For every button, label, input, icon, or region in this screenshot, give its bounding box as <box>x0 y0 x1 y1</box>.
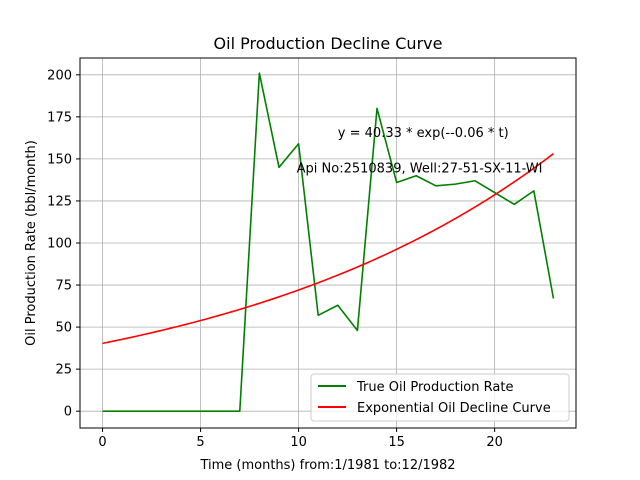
y-tick-label: 0 <box>64 405 72 420</box>
x-axis-label: Time (months) from:1/1981 to:12/1982 <box>199 458 455 473</box>
legend: True Oil Production Rate Exponential Oil… <box>310 373 570 422</box>
grid <box>80 58 576 428</box>
equation-annotation: y = 40.33 * exp(--0.06 * t) <box>338 126 509 141</box>
y-tick-label: 25 <box>55 363 72 378</box>
y-tick-label: 175 <box>47 110 72 125</box>
y-axis-label: Oil Production Rate (bbl/month) <box>24 140 39 346</box>
chart-title: Oil Production Decline Curve <box>214 34 443 53</box>
series-layer <box>102 72 555 412</box>
x-tick-label: 20 <box>486 435 503 450</box>
legend-label-exponential: Exponential Oil Decline Curve <box>357 401 551 416</box>
y-tick-label: 200 <box>47 68 72 83</box>
legend-label-true-rate: True Oil Production Rate <box>356 380 513 395</box>
x-tick-label: 0 <box>98 435 106 450</box>
y-tick-label: 75 <box>55 279 72 294</box>
y-tick-label: 125 <box>47 194 72 209</box>
x-tick-label: 10 <box>290 435 307 450</box>
x-tick-label: 15 <box>388 435 405 450</box>
y-tick-label: 50 <box>55 321 72 336</box>
y-tick-label: 150 <box>47 152 72 167</box>
series-true-oil-production-rate <box>102 72 555 412</box>
y-tick-label: 100 <box>47 237 72 252</box>
x-tick-label: 5 <box>196 435 204 450</box>
well-info-annotation: Api No:2510839, Well:27-51-SX-11-WI <box>297 161 543 176</box>
legend-box <box>310 373 570 422</box>
series-exponential-oil-decline-curve <box>102 153 554 345</box>
